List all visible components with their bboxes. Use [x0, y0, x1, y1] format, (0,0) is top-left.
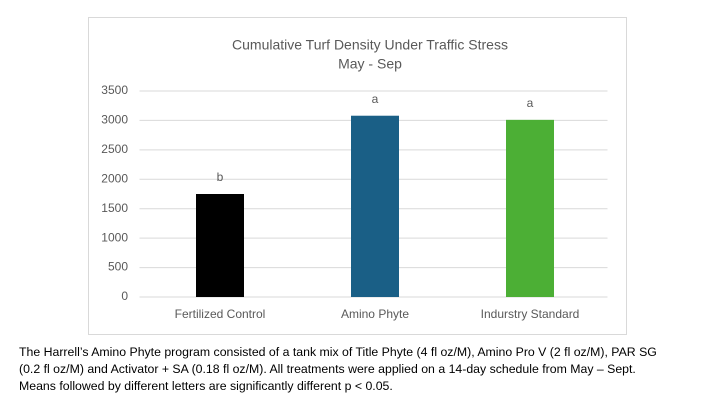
y-tick-label: 2500 [101, 142, 128, 156]
caption: The Harrell’s Amino Phyte program consis… [19, 344, 657, 395]
x-tick-label: Amino Phyte [341, 307, 409, 321]
bar [506, 119, 554, 297]
y-tick-label: 1000 [101, 230, 128, 244]
x-tick-label: Indurstry Standard [481, 307, 580, 321]
y-tick-label: 0 [121, 289, 128, 303]
chart-title: Cumulative Turf Density Under Traffic St… [232, 37, 508, 53]
significance-letter: a [372, 92, 379, 106]
chart: Cumulative Turf Density Under Traffic St… [88, 17, 627, 335]
caption-line: Means followed by different letters are … [19, 379, 393, 393]
y-tick-label: 1500 [101, 201, 128, 215]
y-tick-label: 3500 [101, 83, 128, 97]
significance-letter: a [527, 96, 534, 110]
significance-letter: b [217, 170, 224, 184]
y-tick-label: 3000 [101, 113, 128, 127]
x-tick-label: Fertilized Control [175, 307, 266, 321]
bar [351, 115, 399, 297]
y-tick-label: 2000 [101, 171, 128, 185]
chart-subtitle: May - Sep [338, 56, 402, 72]
bar [196, 194, 244, 297]
caption-line: (0.2 fl oz/M) and Activator + SA (0.18 f… [19, 362, 636, 376]
y-tick-label: 500 [108, 260, 128, 274]
caption-line: The Harrell’s Amino Phyte program consis… [19, 345, 657, 359]
